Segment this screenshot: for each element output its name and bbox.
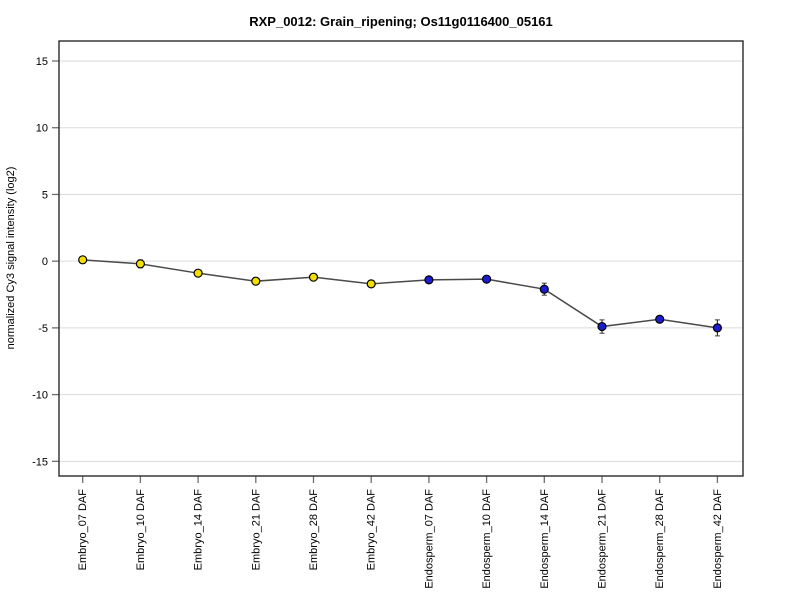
data-point: [712, 323, 723, 333]
gridlines-group: [59, 60, 743, 462]
y-tick-label: -10: [32, 390, 48, 402]
data-point: [78, 255, 88, 265]
data-point: [193, 268, 203, 278]
chart-title: RXP_0012: Grain_ripening; Os11g0116400_0…: [249, 14, 553, 29]
data-point: [597, 321, 607, 332]
data-point: [308, 272, 319, 282]
x-tick-label: Embryo_10 DAF: [135, 489, 147, 571]
x-tick-label: Embryo_14 DAF: [193, 489, 205, 571]
data-point: [366, 279, 376, 289]
plot-border: [58, 40, 744, 477]
x-tick-label: Endosperm_07 DAF: [423, 489, 435, 589]
data-series-group: [78, 255, 723, 337]
x-tick-label: Endosperm_14 DAF: [539, 489, 551, 589]
x-tick-label: Endosperm_21 DAF: [597, 489, 609, 589]
y-tick-label: 5: [42, 189, 48, 201]
data-point: [424, 275, 434, 285]
x-tick-label: Embryo_42 DAF: [366, 489, 378, 571]
series-line: [82, 259, 718, 329]
y-tick-label: 10: [36, 123, 48, 135]
axes-group: 15 10 5 0 -5 -10 -15 Embryo_07 DAF Embryo_10 DAF…: [32, 56, 724, 589]
y-tick-label: 15: [36, 56, 48, 68]
x-tick-label: Endosperm_42 DAF: [712, 489, 724, 589]
data-point: [251, 276, 261, 286]
y-axis-label: normalized Cy3 signal intensity (log2): [5, 167, 17, 350]
y-tick-label: 0: [42, 256, 48, 268]
data-point: [655, 314, 665, 324]
data-point: [539, 284, 549, 294]
x-tick-label: Embryo_21 DAF: [250, 489, 262, 571]
x-tick-label: Endosperm_28 DAF: [654, 489, 666, 589]
x-tick-label: Endosperm_10 DAF: [481, 489, 493, 589]
x-tick-label: Embryo_28 DAF: [308, 489, 320, 571]
y-tick-label: -5: [38, 323, 48, 335]
data-point: [135, 259, 145, 269]
y-tick-label: -15: [32, 456, 48, 468]
x-tick-label: Embryo_07 DAF: [77, 489, 89, 571]
data-point: [482, 274, 492, 284]
